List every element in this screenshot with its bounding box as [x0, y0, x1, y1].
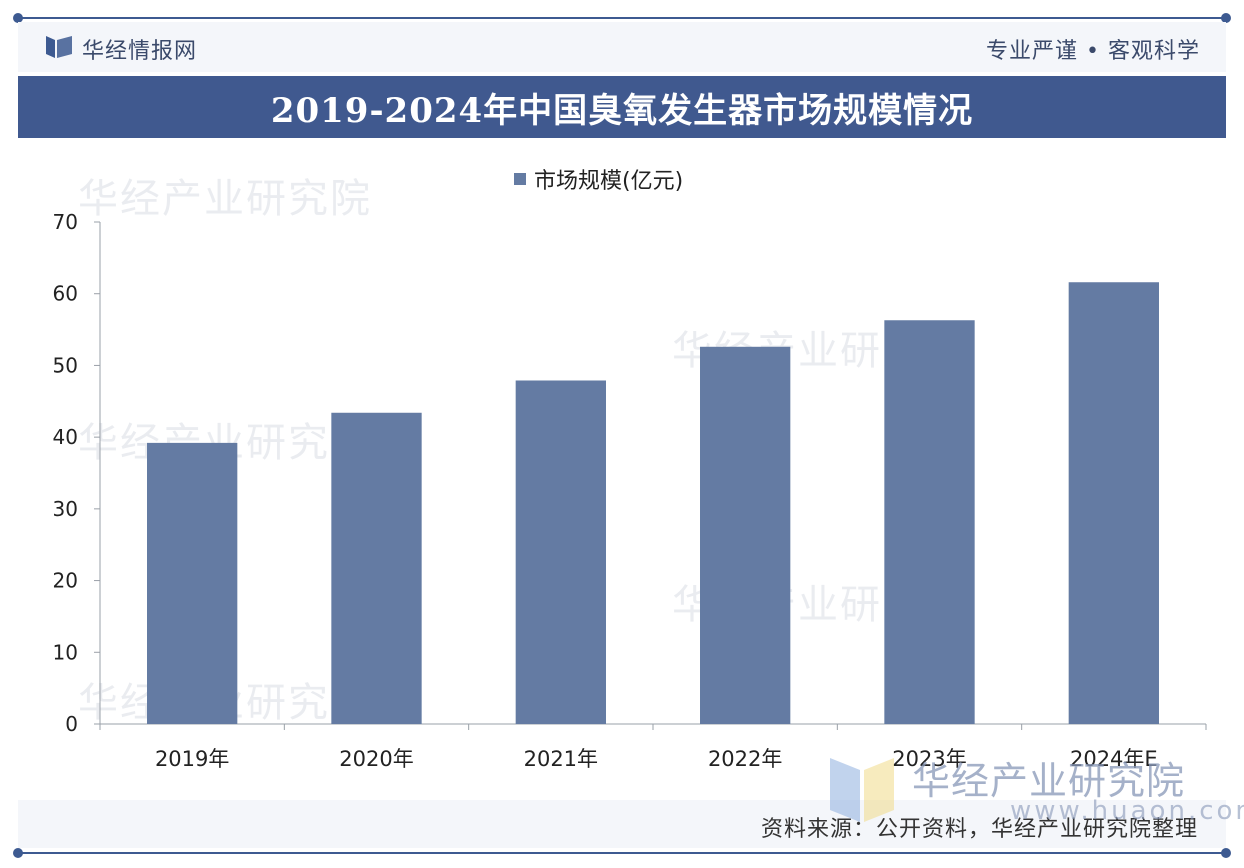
legend: 市场规模(亿元) — [514, 163, 683, 195]
bar — [331, 412, 422, 724]
source-note: 资料来源：公开资料，华经产业研究院整理 — [760, 817, 1198, 842]
bar — [884, 320, 975, 724]
title-bar: 2019-2024年中国臭氧发生器市场规模情况 — [18, 76, 1226, 138]
bottom-left-dot — [13, 848, 23, 858]
legend-label: 市场规模(亿元) — [534, 169, 684, 194]
brand-name: 华经情报网 — [82, 39, 198, 64]
header: 华经情报网 专业严谨 • 客观科学 — [18, 22, 1226, 72]
legend-swatch — [514, 173, 526, 185]
slogan: 专业严谨 • 客观科学 — [986, 39, 1200, 64]
bar — [147, 442, 238, 724]
watermark-brand: 华经产业研究院 — [912, 759, 1186, 803]
bottom-rule — [18, 852, 1226, 854]
bottom-right-dot — [1221, 848, 1231, 858]
x-tick-label: 2019年 — [155, 747, 229, 771]
y-tick-label: 30 — [53, 497, 78, 521]
top-left-dot — [13, 13, 23, 23]
x-tick-label: 2021年 — [524, 747, 598, 771]
x-tick-label: 2022年 — [708, 747, 782, 771]
brand-logo-icon — [46, 36, 72, 58]
watermark-url: www.huaon.com — [1010, 796, 1244, 826]
y-tick-label: 10 — [53, 640, 78, 664]
chart-title: 2019-2024年中国臭氧发生器市场规模情况 — [270, 90, 974, 131]
y-tick-label: 50 — [53, 353, 78, 377]
y-tick-label: 40 — [53, 425, 78, 449]
top-right-dot — [1221, 13, 1231, 23]
footer: 资料来源：公开资料，华经产业研究院整理 — [18, 800, 1226, 848]
x-tick-label: 2024年E — [1070, 747, 1158, 771]
watermark-logo-icon — [830, 758, 894, 822]
y-tick-label: 20 — [53, 569, 78, 593]
bar — [1068, 282, 1159, 724]
top-rule — [18, 17, 1226, 19]
x-tick-label: 2020年 — [339, 747, 413, 771]
bar — [700, 346, 791, 724]
y-tick-label: 60 — [53, 282, 78, 306]
y-tick-label: 70 — [53, 210, 78, 234]
x-tick-label: 2023年 — [892, 747, 966, 771]
bar — [515, 380, 606, 724]
y-tick-label: 0 — [65, 712, 78, 736]
